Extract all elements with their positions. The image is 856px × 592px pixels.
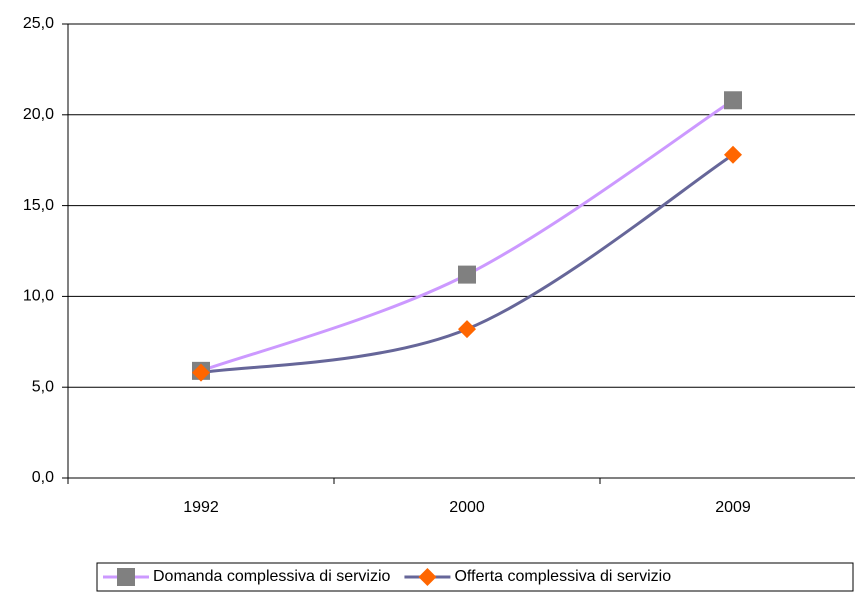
x-tick-label: 2009 <box>715 499 751 516</box>
marker <box>458 265 476 284</box>
marker <box>192 363 210 382</box>
series-line <box>200 153 734 375</box>
y-tick-label: 0,0 <box>32 469 54 486</box>
legend-label: Domanda complessiva di servizio <box>153 568 391 585</box>
legend-label: Offerta complessiva di servizio <box>454 568 671 585</box>
marker <box>117 568 135 586</box>
marker <box>458 320 476 339</box>
marker <box>724 91 742 110</box>
y-tick-label: 10,0 <box>23 288 54 305</box>
legend-box <box>96 562 854 592</box>
y-tick-label: 25,0 <box>23 15 54 32</box>
y-tick-label: 5,0 <box>32 378 54 395</box>
x-tick-label: 1992 <box>183 499 219 516</box>
y-tick-label: 20,0 <box>23 106 54 123</box>
marker <box>418 568 437 586</box>
x-tick-label: 2000 <box>449 499 485 516</box>
marker <box>724 145 742 164</box>
y-tick-label: 15,0 <box>23 197 54 214</box>
